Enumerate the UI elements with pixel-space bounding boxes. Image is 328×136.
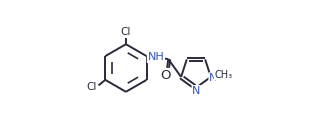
- Text: NH: NH: [148, 52, 164, 62]
- Text: O: O: [160, 69, 171, 82]
- Text: CH₃: CH₃: [215, 70, 233, 80]
- Text: N: N: [209, 73, 217, 83]
- Text: N: N: [192, 86, 200, 96]
- Text: Cl: Cl: [86, 82, 96, 92]
- Text: Cl: Cl: [121, 27, 131, 37]
